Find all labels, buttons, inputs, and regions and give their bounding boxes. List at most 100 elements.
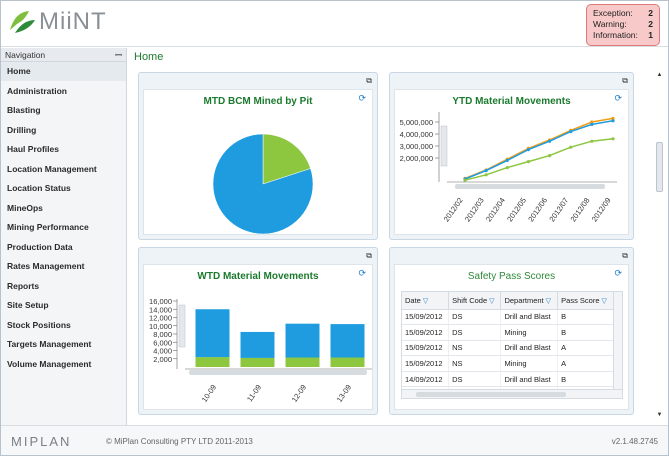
panel-mtd-body: MTD BCM Mined by Pit ⟳	[143, 89, 373, 235]
panel-safety: ⧉ Safety Pass Scores ⟳ Date ▽ Shift Code ▽ D…	[389, 247, 634, 415]
refresh-icon[interactable]: ⟳	[358, 93, 366, 103]
sidebar-item-location-status[interactable]: Location Status	[1, 179, 126, 199]
sidebar-item-production-data[interactable]: Production Data	[1, 238, 126, 257]
sidebar-item-volume-management[interactable]: Volume Management	[1, 355, 126, 374]
column-header[interactable]: Shift Code ▽	[448, 292, 502, 310]
column-header[interactable]: Department ▽	[500, 292, 559, 310]
pie-slice	[262, 133, 311, 185]
sidebar-item-drilling[interactable]: Drilling	[1, 121, 126, 140]
data-point	[590, 139, 594, 143]
x-tick-label: 2012/05	[505, 196, 528, 223]
filter-icon[interactable]: ▽	[422, 297, 429, 305]
sidebar-item-reports[interactable]: Reports	[1, 277, 126, 296]
scroll-thumb[interactable]	[416, 392, 566, 397]
table-cell: DS	[448, 324, 502, 341]
miplan-logo: MIPLAN	[11, 434, 72, 449]
table-cell: NS	[448, 340, 502, 357]
x-tick-label: 11-09	[245, 383, 263, 403]
x-tick-label: 13-09	[335, 383, 353, 404]
table-row[interactable]: 14/09/2012 DS Drill and Blast B	[402, 371, 614, 388]
sidebar-item-home[interactable]: Home	[1, 62, 126, 82]
bar	[195, 357, 230, 367]
wtd-bar-chart: 16,00014,00012,00010,0008,0006,0004,0002…	[149, 297, 372, 404]
refresh-icon[interactable]: ⟳	[358, 268, 366, 278]
data-point	[547, 154, 552, 158]
data-point	[590, 120, 594, 124]
scroll-down-icon[interactable]: ▼	[656, 412, 663, 418]
table-row[interactable]: 15/09/2012 NS Mining A	[402, 355, 614, 372]
table-cell: 15/09/2012	[402, 324, 450, 341]
sidebar-item-site-setup[interactable]: Site Setup	[1, 296, 126, 316]
sidebar-item-blasting[interactable]: Blasting	[1, 101, 126, 121]
table-row[interactable]: 15/09/2012 DS Mining B	[402, 324, 614, 341]
sidebar-item-stock-positions[interactable]: Stock Positions	[1, 316, 126, 335]
main-content: Home ⧉ MTD BCM Mined by Pit ⟳ ⧉ YTD Mate…	[128, 48, 668, 425]
y-tick-label: 3,000,000	[400, 142, 433, 151]
bar	[330, 357, 365, 367]
table-cell: 15/09/2012	[402, 355, 450, 372]
maximize-icon[interactable]: ⧉	[622, 76, 628, 85]
copyright-text: © MiPlan Consulting PTY LTD 2011-2013	[106, 437, 253, 446]
sidebar-item-mineops[interactable]: MineOps	[1, 199, 126, 218]
safety-title: Safety Pass Scores	[467, 271, 556, 282]
table-vertical-scrollbar[interactable]	[613, 292, 622, 398]
scroll-up-icon[interactable]: ▲	[656, 72, 663, 78]
table-cell: Drill and Blast	[500, 371, 559, 388]
version-text: v2.1.48.2745	[611, 437, 658, 446]
table-row[interactable]: 15/09/2012 NS Drill and Blast A	[402, 340, 614, 357]
alert-exception[interactable]: Exception: 2	[593, 8, 653, 18]
bar	[330, 324, 365, 358]
alert-warning[interactable]: Warning: 2	[593, 19, 653, 29]
table-cell: A	[557, 340, 614, 357]
panel-safety-body: Safety Pass Scores ⟳ Date ▽ Shift Code ▽ Dep…	[394, 264, 629, 410]
logo-leaf-icon	[10, 11, 35, 33]
refresh-icon[interactable]: ⟳	[614, 93, 622, 103]
y-tick-label: 8,000	[153, 330, 172, 339]
sidebar-item-targets-management[interactable]: Targets Management	[1, 335, 126, 355]
filter-icon[interactable]: ▽	[489, 297, 495, 305]
table-cell: 14/09/2012	[402, 371, 450, 388]
table-cell: NS	[448, 355, 502, 372]
table-cell: B	[557, 324, 614, 341]
y-tick-label: 10,000	[149, 322, 172, 331]
column-header[interactable]: Pass Score ▽	[557, 292, 614, 310]
data-point	[547, 139, 552, 143]
table-cell: 15/09/2012	[402, 340, 450, 357]
table-row[interactable]: 15/09/2012 DS Drill and Blast B	[402, 309, 614, 326]
navigation-header: Navigation ꟷ	[1, 48, 126, 62]
sidebar-item-location-management[interactable]: Location Management	[1, 160, 126, 179]
sidebar-item-administration[interactable]: Administration	[1, 82, 126, 101]
maximize-icon[interactable]: ⧉	[622, 251, 628, 260]
refresh-icon[interactable]: ⟳	[614, 268, 622, 278]
y-tick-label: 2,000,000	[400, 154, 433, 163]
scroll-thumb[interactable]	[656, 142, 663, 192]
page-vertical-scrollbar[interactable]: ▲ ▼	[655, 72, 664, 422]
panel-wtd-body: WTD Material Movements ⟳ 16,000 14,000 12,…	[143, 264, 373, 410]
data-point	[569, 145, 573, 149]
y-tick-label: 2,000	[153, 355, 172, 364]
series-line	[464, 120, 614, 180]
x-scroll-thumb	[189, 370, 367, 375]
x-tick-label: 2012/07	[547, 196, 570, 223]
ytd-line-chart: 5,000,000 4,000,000 3,000,000 2,000,000 2012…	[400, 112, 617, 223]
alerts-summary[interactable]: Exception: 2 Warning: 2 Information: 1	[586, 4, 660, 46]
navigation-sidebar: Navigation ꟷ Home Administration Blasting D…	[1, 48, 127, 425]
table-horizontal-scrollbar[interactable]	[402, 389, 622, 398]
alert-information[interactable]: Information: 1	[593, 30, 653, 40]
sidebar-item-mining-performance[interactable]: Mining Performance	[1, 218, 126, 238]
mtd-pie-chart	[212, 133, 314, 235]
maximize-icon[interactable]: ⧉	[366, 251, 372, 260]
sidebar-item-rates-management[interactable]: Rates Management	[1, 257, 126, 277]
filter-icon[interactable]: ▽	[601, 297, 607, 305]
table-cell: Mining	[500, 324, 559, 341]
panel-wtd: ⧉ WTD Material Movements ⟳ 16,000 14,000 1…	[138, 247, 378, 415]
y-tick-label: 14,000	[149, 305, 172, 314]
x-tick-label: 2012/06	[526, 196, 549, 223]
x-tick-label: 10-09	[200, 383, 218, 404]
filter-icon[interactable]: ▽	[545, 297, 552, 305]
pin-icon[interactable]: ꟷ	[115, 50, 122, 60]
column-header[interactable]: Date ▽	[402, 292, 450, 310]
data-point	[611, 119, 615, 123]
sidebar-item-haul-profiles[interactable]: Haul Profiles	[1, 140, 126, 160]
maximize-icon[interactable]: ⧉	[366, 76, 372, 85]
